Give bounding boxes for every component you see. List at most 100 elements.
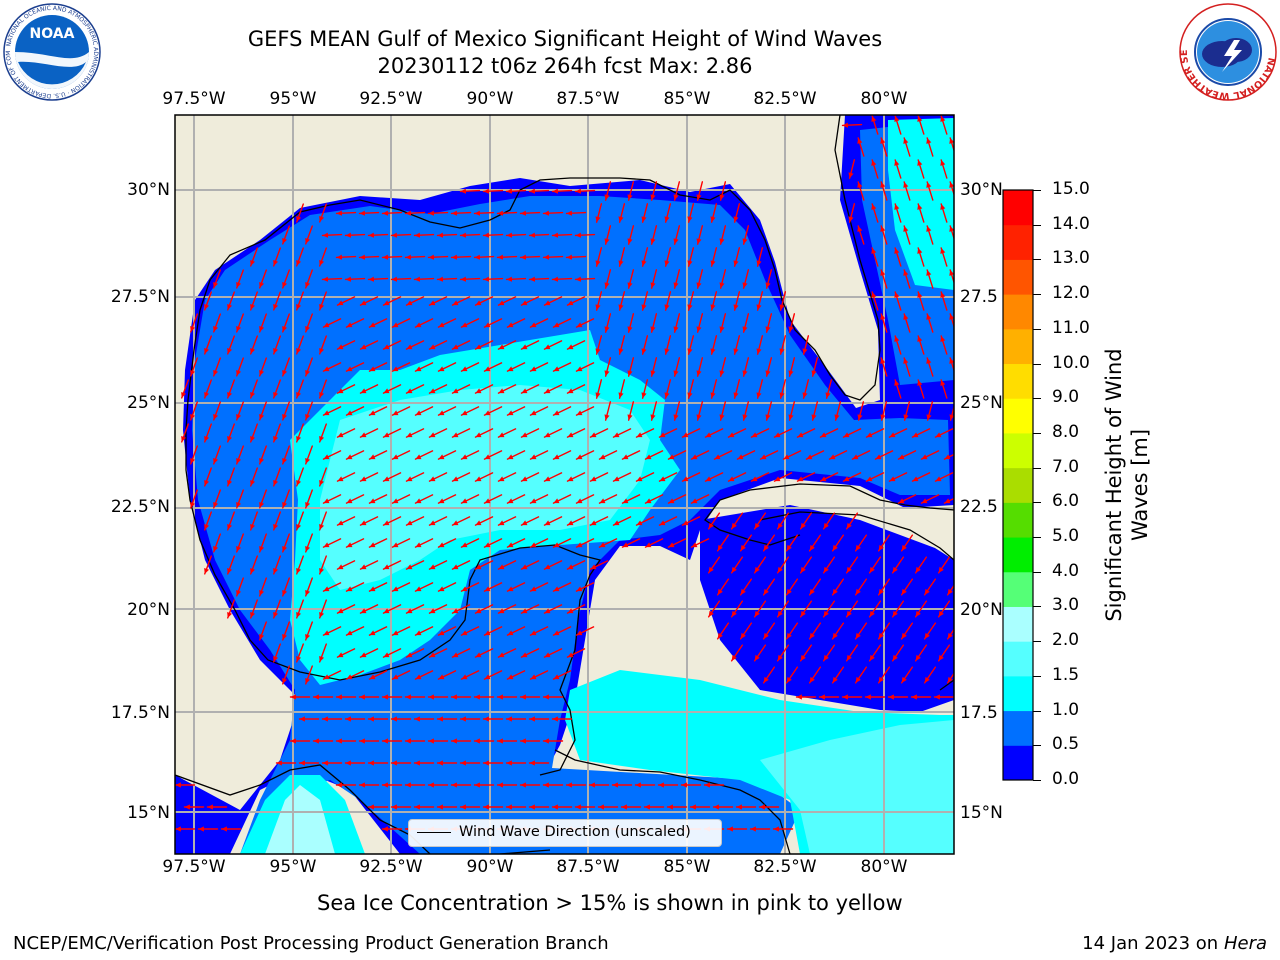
wind-wave-arrow <box>877 666 891 684</box>
colorbar-tick-mark <box>1033 328 1041 330</box>
wind-wave-arrow <box>497 604 517 614</box>
wind-wave-arrow <box>788 313 796 333</box>
wind-wave-arrow <box>273 379 281 399</box>
wind-wave-arrows <box>175 115 954 832</box>
wind-wave-arrow <box>926 225 934 245</box>
wind-wave-arrow <box>482 760 504 766</box>
colorbar-tick-label: 10.0 <box>1052 352 1090 373</box>
wind-wave-arrow <box>604 181 612 201</box>
wind-wave-arrow <box>891 600 905 618</box>
wind-wave-arrow <box>190 313 198 333</box>
wind-wave-arrow <box>551 716 573 722</box>
wind-wave-arrow <box>667 494 687 504</box>
wind-wave-arrow <box>542 738 564 744</box>
wind-wave-arrow <box>940 335 948 355</box>
colorbar-segment <box>1003 224 1033 260</box>
wind-wave-arrow <box>808 622 822 640</box>
wind-wave-arrow <box>298 760 320 766</box>
wind-wave-arrow <box>621 494 641 504</box>
wind-wave-arrow <box>273 247 281 267</box>
wind-wave-arrow <box>505 804 527 810</box>
wind-wave-arrow <box>391 538 411 548</box>
wind-wave-arrow <box>618 379 626 399</box>
wind-wave-arrow <box>543 428 563 438</box>
lon-tick-bottom: 85°W <box>663 857 711 877</box>
wind-wave-arrow <box>917 115 925 135</box>
wind-wave-arrow <box>391 362 411 372</box>
wind-wave-arrow <box>312 738 334 744</box>
wind-wave-arrow <box>903 269 911 289</box>
wind-wave-arrow <box>845 600 859 618</box>
wind-wave-arrow <box>319 335 327 355</box>
wind-wave-arrow <box>473 254 495 260</box>
colorbar-tick-label: 1.5 <box>1052 664 1080 685</box>
wind-wave-arrow <box>259 577 267 597</box>
wind-wave-arrow <box>552 582 572 592</box>
wind-wave-arrow <box>650 401 658 421</box>
wind-wave-arrow <box>926 401 934 421</box>
wind-wave-arrow <box>322 362 342 372</box>
wind-wave-arrow <box>335 210 357 216</box>
wind-wave-arrow <box>598 450 618 460</box>
wind-wave-arrow <box>664 291 672 311</box>
gridlines <box>175 115 954 854</box>
wind-wave-arrow <box>296 335 304 355</box>
wind-wave-arrow <box>451 604 471 614</box>
wind-wave-arrow <box>414 362 434 372</box>
wind-wave-arrow <box>459 188 481 194</box>
wind-wave-arrow <box>459 804 481 810</box>
wind-wave-arrow <box>940 115 948 135</box>
wind-wave-arrow <box>322 626 342 636</box>
lon-tick-bottom: 80°W <box>860 857 908 877</box>
colorbar-segment <box>1003 606 1033 642</box>
atlantic-water-cyan <box>888 118 954 290</box>
chart-title: GEFS MEAN Gulf of Mexico Significant Hei… <box>247 27 883 51</box>
wind-wave-arrow <box>213 401 221 421</box>
wind-wave-arrow <box>529 362 549 372</box>
wind-wave-arrow <box>552 494 572 504</box>
wind-wave-arrow <box>598 494 618 504</box>
wind-wave-arrow <box>650 181 658 201</box>
colorbar-segment <box>1003 363 1033 399</box>
colorbar-segment <box>1003 675 1033 712</box>
wind-wave-arrow <box>319 643 327 663</box>
wind-wave-arrow <box>305 489 313 509</box>
wind-wave-arrow <box>799 556 813 574</box>
wind-wave-arrow <box>842 428 862 438</box>
wind-wave-arrow <box>273 511 281 531</box>
wind-wave-arrow <box>436 232 458 238</box>
wind-wave-arrow <box>450 738 472 744</box>
wind-wave-arrow <box>618 291 626 311</box>
wind-wave-arrow <box>727 428 747 438</box>
wind-wave-arrow <box>785 578 799 596</box>
lon-tick-top: 90°W <box>466 89 514 109</box>
wind-wave-arrow <box>785 534 799 552</box>
wind-wave-arrow <box>367 760 389 766</box>
wind-wave-arrow <box>589 428 609 438</box>
wind-wave-arrow <box>519 694 541 700</box>
wind-wave-arrow <box>753 556 767 574</box>
wind-wave-arrow <box>868 556 882 574</box>
wind-wave-arrow <box>319 555 327 575</box>
wind-wave-arrow <box>597 804 619 810</box>
wind-wave-arrow <box>742 401 750 421</box>
wind-wave-arrow <box>213 313 221 333</box>
wind-wave-arrow <box>604 313 612 333</box>
wind-wave-arrow <box>482 232 504 238</box>
wind-wave-arrow <box>451 340 471 350</box>
wind-wave-arrow <box>520 428 540 438</box>
wind-wave-arrow <box>551 276 573 282</box>
wind-wave-arrow <box>658 516 678 526</box>
wind-wave-arrow <box>474 296 494 306</box>
wind-wave-arrow <box>552 626 572 636</box>
wind-wave-arrow <box>335 738 357 744</box>
wind-wave-arrow <box>437 582 457 592</box>
wind-wave-arrow <box>779 335 787 355</box>
colorbar-tick-mark <box>1033 224 1041 226</box>
wind-wave-arrow <box>673 401 681 421</box>
wind-wave-arrow <box>414 582 434 592</box>
wind-wave-arrow <box>358 738 380 744</box>
colorbar-tick-mark <box>1033 675 1041 677</box>
wind-wave-arrow <box>854 578 868 596</box>
wind-wave-arrow <box>818 694 840 700</box>
